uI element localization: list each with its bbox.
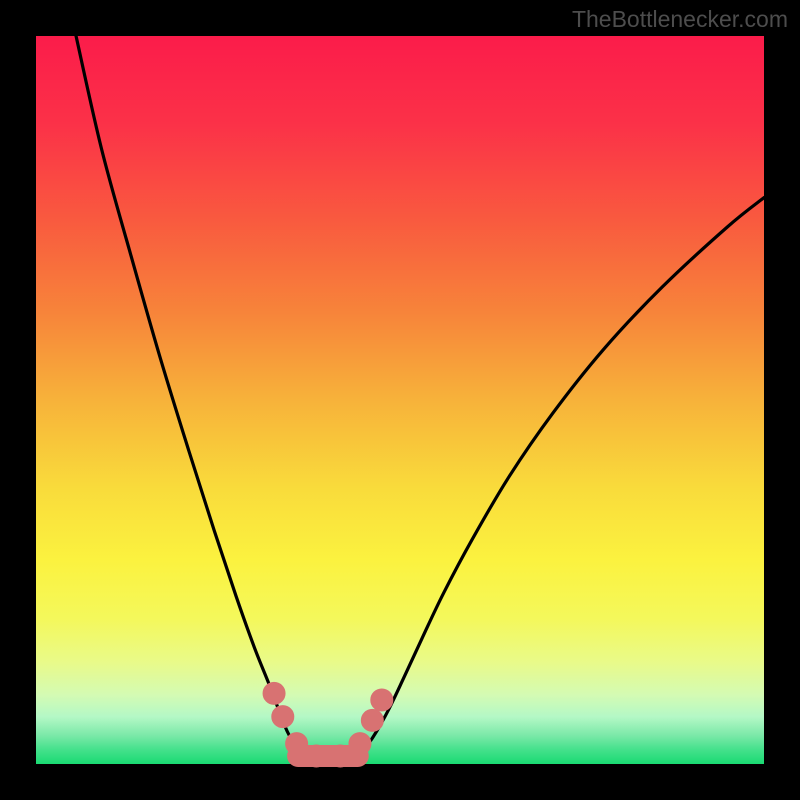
marker-dot [361,709,383,731]
marker-dot [272,706,294,728]
marker-dot [305,745,327,767]
plot-area [36,36,764,764]
marker-dot [263,682,285,704]
marker-dot [329,745,351,767]
marker-dot [349,733,371,755]
chart-svg [0,0,800,800]
marker-dot [286,733,308,755]
marker-dot [371,689,393,711]
chart-stage: TheBottlenecker.com [0,0,800,800]
